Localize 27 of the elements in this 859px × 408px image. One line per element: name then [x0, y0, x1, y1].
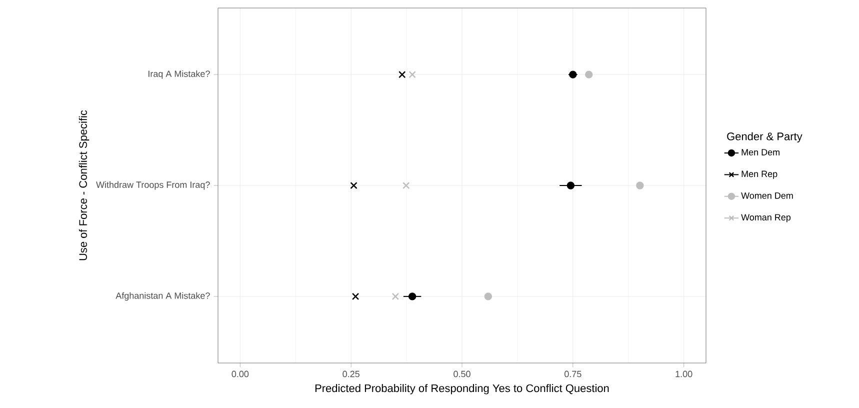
- point: [484, 292, 492, 300]
- y-tick-label: Withdraw Troops From Iraq?: [96, 181, 210, 190]
- legend-label: Women Dem: [741, 192, 793, 199]
- x-tick-label: 1.00: [676, 370, 692, 378]
- x-tick-label: 0.75: [564, 370, 582, 378]
- point: [408, 292, 416, 300]
- point: [350, 182, 358, 190]
- point: [352, 292, 360, 300]
- point: [636, 182, 644, 190]
- y-axis-title: Use of Force - Conflict Specific: [78, 110, 90, 260]
- legend-title: Gender & Party: [727, 132, 802, 142]
- legend-label: Men Dem: [742, 149, 780, 156]
- point: [585, 70, 593, 78]
- x-tick-label: 0.00: [232, 370, 249, 378]
- point: [392, 292, 400, 300]
- point: [398, 70, 406, 78]
- x-axis-title: Predicted Probability of Responding Yes to Conflict Question: [315, 384, 609, 394]
- point: [402, 182, 410, 190]
- legend-label: Woman Rep: [741, 214, 791, 222]
- y-tick-label: Afghanistan A Mistake?: [116, 292, 210, 301]
- point: [408, 70, 416, 78]
- point: [569, 70, 577, 78]
- point: [566, 182, 575, 190]
- legend-label: Men Rep: [742, 170, 778, 179]
- x-tick-label: 0.25: [342, 370, 360, 378]
- x-tick-label: 0.50: [454, 370, 470, 378]
- y-tick-label: Iraq A Mistake?: [148, 70, 210, 79]
